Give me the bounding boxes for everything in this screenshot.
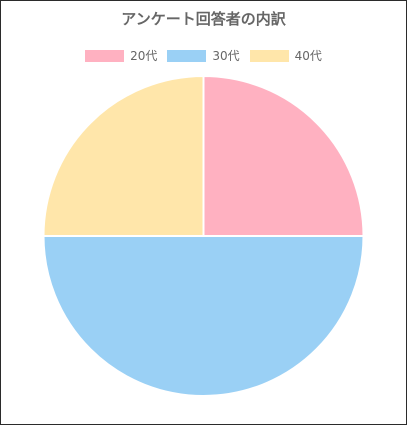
chart-legend: 20代 30代 40代 [0, 47, 407, 64]
legend-label-40s: 40代 [294, 49, 322, 63]
pie-slice-30s[interactable] [42, 235, 365, 397]
legend-item-20s[interactable]: 20代 [85, 47, 157, 64]
legend-item-30s[interactable]: 30代 [167, 47, 240, 64]
legend-swatch-20s [85, 49, 125, 62]
pie-slice-40s[interactable] [42, 74, 205, 237]
chart-title: アンケート回答者の内訳 [121, 10, 286, 28]
legend-label-20s: 20代 [130, 49, 158, 63]
legend-swatch-40s [249, 49, 289, 62]
legend-item-40s[interactable]: 40代 [249, 47, 322, 64]
pie-slice-20s[interactable] [202, 74, 365, 237]
legend-label-30s: 30代 [212, 49, 240, 63]
legend-swatch-30s [167, 49, 207, 62]
